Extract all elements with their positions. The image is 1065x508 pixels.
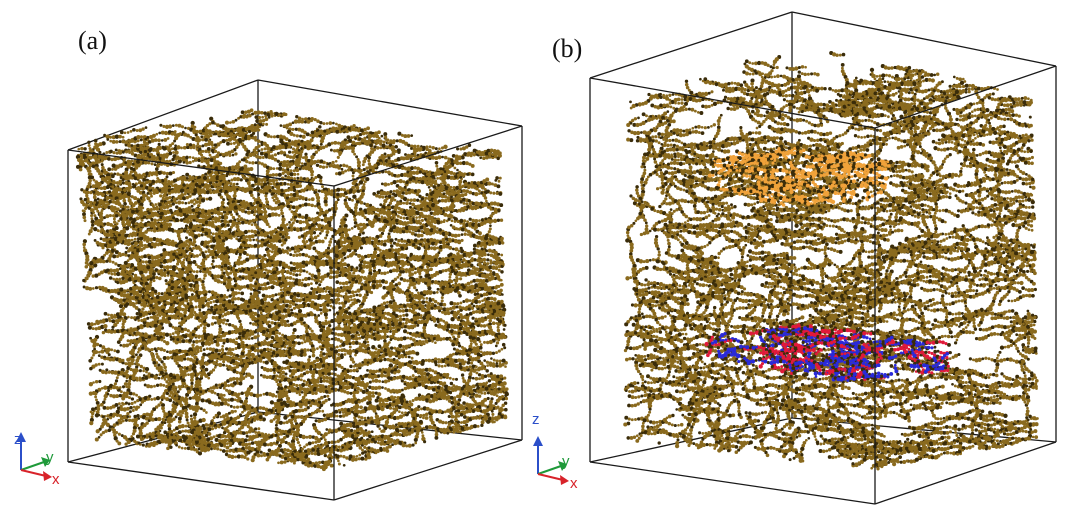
box-front-edges-a	[67, 125, 523, 501]
simulation-box-a: z y x	[14, 79, 523, 501]
axis-triad-b: z y x	[532, 411, 578, 492]
axis-y-label: y	[562, 453, 570, 470]
molecular-chains-a	[75, 108, 509, 472]
panel-label-a: (a)	[78, 26, 107, 56]
panel-a: z y x (a)	[0, 0, 532, 508]
panel-b: z y x (b)	[532, 0, 1065, 508]
axis-x-label: x	[52, 471, 60, 488]
box-front-edges-b	[589, 65, 1057, 505]
axis-z-label: z	[532, 411, 540, 428]
simulation-box-b: z y x	[532, 11, 1057, 505]
axis-z-label: z	[14, 431, 22, 448]
molecular-chains-b	[623, 50, 1039, 471]
axis-triad-a: z y x	[14, 431, 60, 488]
axis-x-label: x	[570, 475, 578, 492]
panel-label-b: (b)	[552, 34, 582, 64]
axis-y-label: y	[46, 449, 54, 466]
